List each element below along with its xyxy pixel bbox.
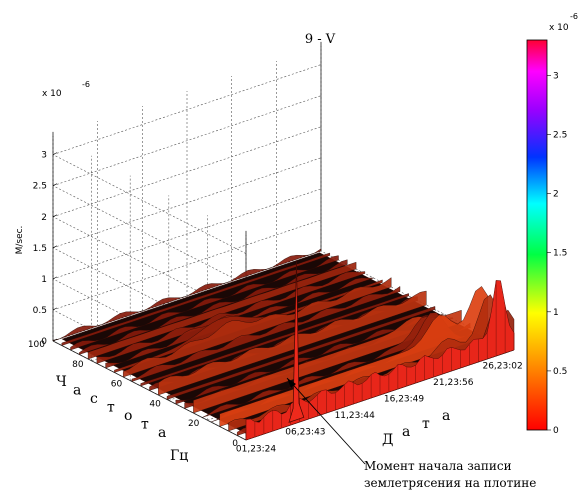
annotation-line-2: землетрясения на плотине: [364, 476, 536, 490]
z-tick-mark: [52, 183, 58, 186]
freq-axis-letter: а: [158, 425, 166, 441]
surface-slice: [52, 248, 322, 342]
z-tick-label: 0: [41, 337, 47, 347]
colorbar-ticks: 0 0.5 1 1.5 2 2.5 3: [547, 72, 567, 436]
colorbar-tick-label: 1.5: [553, 249, 567, 259]
colorbar: 0 0.5 1 1.5 2 2.5 3 x 10 -6: [526, 12, 578, 436]
grid-line-back-horizontal: [52, 219, 322, 311]
date-tick-label: 26,23:02: [482, 362, 522, 372]
colorbar-tick-label: 3: [553, 72, 559, 82]
freq-axis-letter: т: [141, 417, 149, 433]
annotation-line-1: Момент начала записи: [364, 459, 512, 473]
freq-tick-label: 20: [188, 419, 200, 429]
date-tick-label: 21,23:56: [433, 378, 474, 388]
grid-line-back-horizontal: [52, 126, 322, 218]
freq-axis-unit: Гц: [170, 448, 188, 464]
grid-line-back-horizontal: [52, 95, 322, 186]
colorbar-tick-label: 2: [553, 190, 559, 200]
z-tick-mark: [52, 307, 58, 311]
z-tick-label: 0.5: [33, 306, 47, 316]
z-exponent-base: x 10: [42, 89, 62, 99]
surface-slice: [131, 286, 401, 382]
freq-tick-label: 100: [28, 340, 45, 350]
z-tick-mark: [52, 338, 58, 342]
date-axis-letter: а: [442, 408, 450, 424]
colorbar-tick-label: 2.5: [553, 131, 567, 141]
surface-mesh: [52, 248, 515, 441]
grid-line-back-horizontal: [52, 64, 322, 155]
surface-slice: [158, 290, 427, 396]
z-tick-label: 3: [41, 151, 47, 161]
date-tick-label: 01,23:24: [236, 444, 277, 454]
freq-tick-label: 40: [149, 399, 161, 409]
grid-line-left-horizontal: [52, 154, 247, 254]
z-tick-label: 1: [41, 275, 47, 285]
surface-slice: [70, 255, 339, 351]
z-tick-mark: [52, 214, 58, 218]
surface-slice: [219, 286, 488, 427]
z-tick-label: 2: [41, 213, 47, 223]
colorbar-exponent-base: x 10: [549, 23, 569, 33]
surface-slice: [87, 261, 357, 360]
surface-slice: [79, 259, 348, 355]
chart-title: 9 - V: [305, 32, 336, 47]
surface-slice: [166, 306, 436, 400]
freq-tick-label: 0: [232, 439, 238, 449]
colorbar-tick-label: 0.5: [553, 367, 567, 377]
date-tick-label: 16,23:49: [384, 395, 425, 405]
z-tick-mark: [52, 276, 58, 280]
freq-axis-letter: т: [107, 400, 115, 416]
annotation-arrowhead: [287, 378, 296, 388]
grid-line-back-horizontal: [52, 188, 322, 280]
colorbar-tick-label: 1: [553, 308, 559, 318]
date-axis-letter: т: [422, 416, 430, 432]
annotation: Момент начала записи землетрясения на пл…: [286, 377, 536, 490]
date-tick-label: 06,23:43: [285, 428, 325, 438]
freq-tick-label: 60: [111, 380, 123, 390]
freq-axis-letter: с: [90, 391, 98, 407]
z-exponent-power: -6: [82, 80, 90, 89]
z-exponent-label: x 10 -6: [42, 80, 90, 99]
surface-slice: [122, 277, 392, 378]
surface-slice: [140, 293, 409, 387]
z-tick-label: 1.5: [33, 244, 47, 254]
colorbar-tick-label: 0: [553, 426, 559, 436]
date-axis-letter: а: [402, 424, 410, 440]
date-axis-letter: Д: [382, 432, 393, 448]
annotation-arrow-line: [286, 377, 366, 465]
freq-axis-letter: Ч: [56, 374, 67, 390]
z-tick-mark: [52, 245, 58, 249]
freq-tick-label: 80: [72, 360, 84, 370]
surface-spike: [288, 261, 305, 423]
z-tick-label: 2.5: [33, 182, 47, 192]
freq-axis-letter: о: [124, 408, 132, 424]
grid-line-left-horizontal: [52, 185, 247, 285]
date-tick-label: 11,23:44: [335, 411, 376, 421]
colorbar-gradient: [526, 39, 548, 431]
surface-slice: [61, 252, 330, 346]
grid-line-back-horizontal: [52, 157, 322, 249]
freq-axis-letter: а: [73, 383, 81, 399]
colorbar-exponent-power: -6: [570, 12, 578, 21]
z-tick-mark: [52, 152, 58, 155]
z-axis-label: M/sec.: [15, 226, 25, 255]
axis-labels: 0 0.5 1 1.5 2 2.5 3 0 20 40 60 80 100 01,23:24 06,23:4…: [28, 151, 523, 464]
